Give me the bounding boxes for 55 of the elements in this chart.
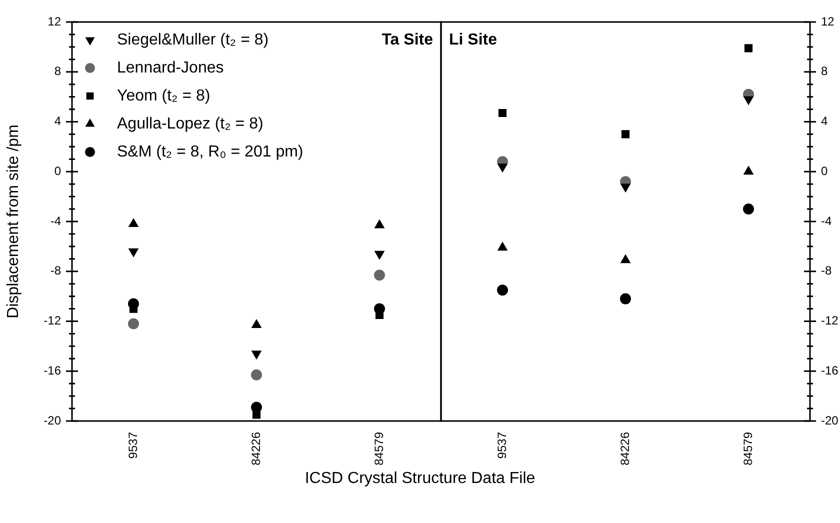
y-tick-label: 12 [48,14,62,28]
point [128,248,138,257]
y2-tick-label: 8 [821,64,828,78]
y2-tick-label: -12 [821,314,839,328]
point [744,96,754,105]
point [620,293,631,304]
legend-label: Lennard-Jones [117,59,224,76]
y2-tick-label: -8 [821,264,832,278]
point [620,184,630,192]
x-tick-label: 9537 [126,432,140,459]
x-tick-label: 9537 [494,432,509,459]
point [498,164,508,172]
point [252,350,262,360]
x-tick-label: 84579 [372,432,386,466]
y-tick-label: -16 [44,363,62,378]
text: Li Site [449,31,498,48]
x-tick-label: 84226 [248,432,263,466]
y-tick-label: -4 [50,214,62,228]
y-tick-label: -20 [44,413,62,428]
point [743,204,754,215]
y2-tick-label: 4 [821,114,828,128]
y2-tick-label: -16 [821,363,839,378]
point [128,318,139,330]
y2-tick-label: 0 [821,164,828,178]
point [620,254,630,264]
point [252,319,262,328]
y-tick-label: 4 [54,114,62,128]
point [744,44,753,52]
point [374,220,384,228]
point [374,270,385,281]
point [621,130,630,138]
point [374,250,384,260]
point [744,166,754,175]
y-axis-title: Displacement from site /pm [5,124,22,318]
point [498,108,507,118]
x-tick-label: 84579 [740,432,755,466]
text: Ta Site [382,31,434,48]
point [251,369,262,380]
y-tick-label: 0 [54,164,62,178]
y-tick-label: -8 [50,264,62,278]
y2-tick-label: -20 [821,413,839,428]
legend-label: Siegel&Muller (t₂ = 8) [117,31,269,48]
legend-label: S&M (t₂ = 8, R₀ = 201 pm) [117,143,304,160]
point [252,410,261,419]
y-tick-label: 8 [54,64,62,78]
point [498,242,508,251]
y2-tick-label: -4 [821,214,832,228]
y2-tick-label: 12 [821,14,835,28]
point [128,218,138,227]
x-axis-title: ICSD Crystal Structure Data File [304,470,536,488]
y-tick-label: -12 [44,314,62,328]
legend-label: Yeom (t₂ = 8) [117,87,210,104]
x-tick-label: 84226 [618,432,632,466]
point [497,284,508,296]
legend-label: Agulla-Lopez (t₂ = 8) [117,115,264,132]
